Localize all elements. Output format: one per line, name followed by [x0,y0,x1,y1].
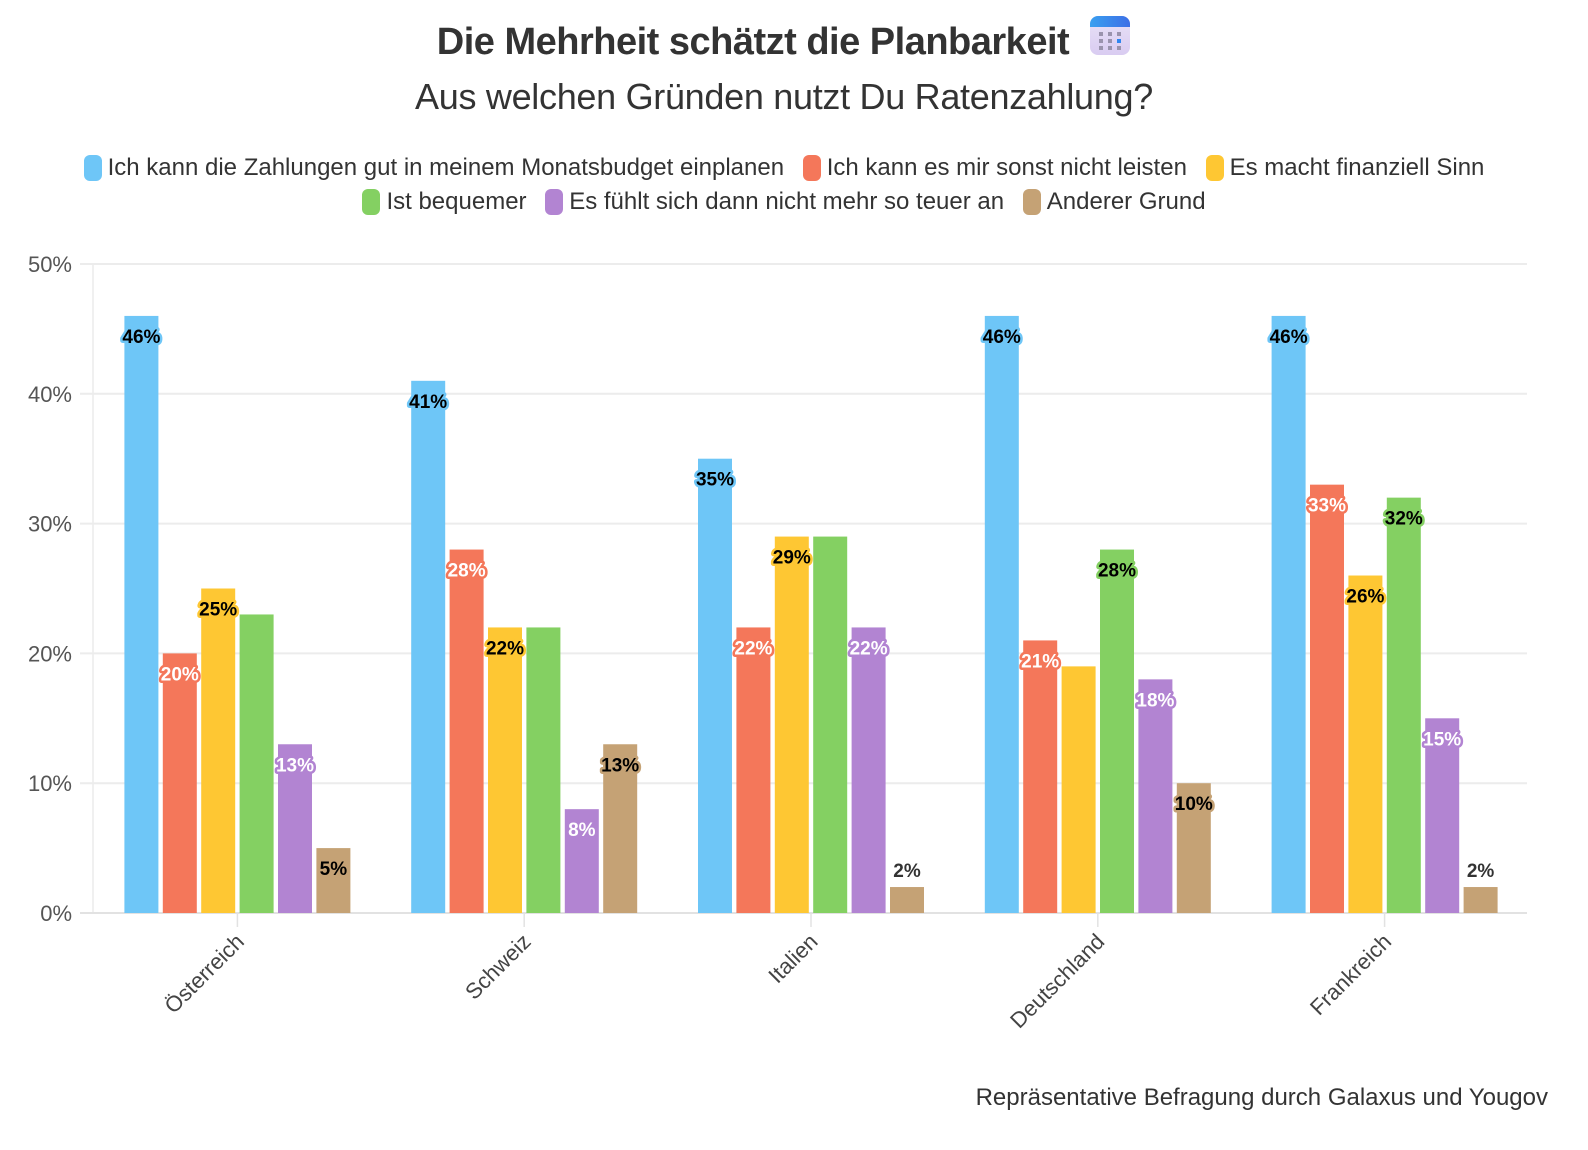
legend-item[interactable]: Anderer Grund [1022,188,1206,216]
x-tick-label: Deutschland [1005,929,1109,1033]
data-label: 2% [893,861,921,882]
data-label: 28% [448,561,486,582]
calendar-icon [1089,14,1131,66]
bar [1176,783,1211,913]
legend-swatch [545,189,564,215]
bar [736,627,771,913]
bar [162,653,197,913]
bar [851,627,886,913]
bar [813,536,848,913]
legend-item[interactable]: Es fühlt sich dann nicht mehr so teuer a… [545,188,1004,216]
chart-title-text: Die Mehrheit schätzt die Planbarkeit [436,21,1070,64]
bar [201,588,236,913]
data-label: 35% [696,470,734,491]
bar [564,809,599,913]
bar [449,549,484,913]
data-label: 32% [1385,509,1423,530]
bar [1348,575,1383,913]
bar [1023,640,1058,913]
data-labels: 46% 20% 25% 13% 5% 41% 28% 22% 8% 13% 35% 22% 29% 22%… [120,324,1497,884]
legend-swatch [802,155,821,181]
data-label: 22% [734,638,772,659]
legend-item[interactable]: Ich kann es mir sonst nicht leisten [802,154,1187,182]
data-label: 46% [983,327,1021,348]
bar [239,614,274,913]
data-label: 46% [122,327,160,348]
bar [488,627,522,913]
y-axis: 0% 10% 20% 30% 40% 50% [28,252,72,926]
bar [698,458,732,913]
bar [411,380,446,913]
y-tick-label: 30% [28,512,72,537]
data-label: 21% [1021,651,1059,672]
bar [278,744,312,913]
legend-swatch [83,155,102,181]
legend-label: Ich kann es mir sonst nicht leisten [826,154,1187,181]
legend-swatch [362,189,381,215]
legend-item[interactable]: Es macht finanziell Sinn [1205,154,1485,182]
data-label: 13% [276,755,314,776]
data-label: 33% [1308,496,1346,517]
data-label: 13% [601,755,639,776]
y-tick-label: 0% [40,901,72,926]
bar [984,315,1019,913]
data-label: 15% [1423,729,1461,750]
bar [316,848,351,913]
x-axis: Österreich Schweiz Italien Deutschland Frank… [159,913,1396,1033]
bar [1138,679,1173,913]
legend-item[interactable]: Ich kann die Zahlungen gut in meinem Mon… [83,154,785,182]
data-label: 26% [1346,587,1384,608]
legend-item[interactable]: Ist bequemer [362,188,527,216]
legend-label: Anderer Grund [1046,188,1206,215]
data-label: 18% [1136,690,1174,711]
data-label: 25% [199,600,237,621]
bar [1425,718,1460,913]
legend-label: Es fühlt sich dann nicht mehr so teuer a… [569,188,1005,215]
bar [603,744,638,913]
legend-row-1: Ich kann die Zahlungen gut in meinem Mon… [0,154,1568,188]
data-label: 41% [409,392,447,413]
bar [890,887,924,913]
data-label: 8% [568,820,596,841]
bar [1463,887,1498,913]
data-label: 2% [1467,861,1495,882]
bar [1310,484,1344,913]
bar [1271,315,1306,913]
data-label: 5% [320,859,348,880]
x-tick-label: Schweiz [460,929,536,1005]
bar [1386,497,1421,913]
source-caption: Repräsentative Befragung durch Galaxus u… [975,1084,1548,1111]
y-tick-label: 50% [28,252,72,277]
data-label: 46% [1270,327,1308,348]
x-tick-label: Frankreich [1305,929,1396,1020]
data-label: 20% [161,664,199,685]
bars [124,315,1498,913]
bar [774,536,809,913]
bar [526,627,561,913]
x-tick-label: Österreich [159,929,248,1018]
legend-row-2: Ist bequemer Es fühlt sich dann nicht me… [0,188,1568,222]
chart-title: Die Mehrheit schätzt die Planbarkeit [0,16,1568,70]
legend-label: Es macht finanziell Sinn [1229,154,1485,181]
x-tick-label: Italien [763,929,822,988]
legend-swatch [1022,189,1041,215]
y-tick-label: 40% [28,382,72,407]
y-tick-label: 10% [28,771,72,796]
y-tick-label: 20% [28,641,72,666]
bar [1061,666,1096,913]
data-label: 22% [850,638,888,659]
data-label: 10% [1175,794,1213,815]
data-label: 28% [1098,561,1136,582]
bar [124,315,159,913]
legend-swatch [1205,155,1224,181]
legend-label: Ist bequemer [386,188,527,215]
legend-label: Ich kann die Zahlungen gut in meinem Mon… [107,154,785,181]
data-label: 22% [486,638,524,659]
chart-subtitle: Aus welchen Gründen nutzt Du Ratenzahlun… [415,76,1153,117]
data-label: 29% [773,548,811,569]
bar [1100,549,1134,913]
